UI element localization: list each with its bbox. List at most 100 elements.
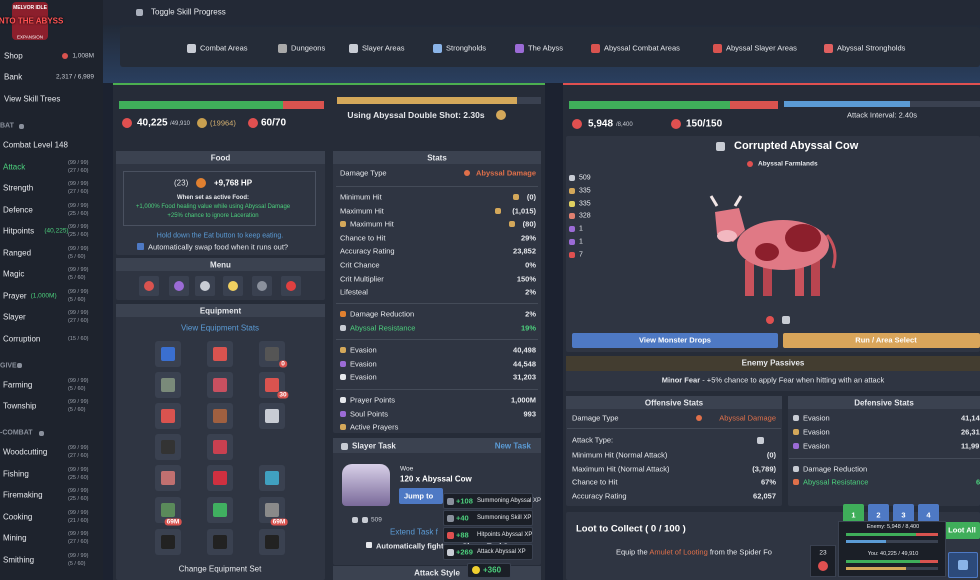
menu-icon [286,281,296,291]
stats-divider [336,389,538,390]
defensive-panel [788,396,980,506]
equipment-icon [161,471,175,485]
stat-value: Abyssal Damage [719,413,776,423]
nav-icon [823,43,833,53]
enemy-stat-value: 1 [579,238,583,246]
skill-level: (99 / 99) [68,377,89,384]
skill-link[interactable]: Smithing [3,555,35,564]
skill-link[interactable]: Cooking [3,512,33,521]
stat-label: Evasion [350,359,377,369]
loot-all-label: Loot All [948,525,976,535]
checkbox[interactable] [137,243,144,250]
mini-count: 23 [819,549,827,557]
nav-link[interactable]: Dungeons [291,43,326,53]
nav-panel [120,27,980,67]
skill-link[interactable]: Farming [3,380,33,389]
nav-link[interactable]: Strongholds [446,43,487,53]
nav-icon [186,43,196,53]
nav-link[interactable]: The Abyss [528,43,564,53]
food-active-label: When set as active Food: [176,195,250,201]
stats-panel-title: Stats [427,153,447,162]
loot-all-button[interactable] [944,522,980,539]
loot-tab[interactable] [843,504,864,525]
nav-link[interactable]: Abyssal Slayer Areas [726,43,797,53]
view-equipment-stats[interactable]: View Equipment Stats [180,323,260,333]
skill-link[interactable]: Hitpoints [3,226,35,236]
equipment-icon [213,471,227,485]
stat-label: Maximum Hit [350,219,394,229]
equipment-icon [161,378,175,392]
stat-value: (1,015) [512,206,536,216]
nav-link[interactable]: Abyssal Combat Areas [604,43,680,53]
skill-link[interactable]: Combat Level 148 [3,140,68,150]
skill-link[interactable]: Ranged [3,248,32,257]
skill-mastery: (27 / 60) [68,318,89,324]
sidebar-section: GIVE [0,362,17,369]
nav-link[interactable]: Abyssal Strongholds [837,43,906,53]
cow-illustration [709,195,837,296]
skill-link[interactable]: Strength [3,183,34,193]
extend-task[interactable]: Extend Task f [390,527,438,537]
sidebar-link[interactable]: View Skill Trees [4,94,61,104]
loot-tab-label: 2 [876,510,881,519]
toggle-skill-progress[interactable]: Toggle Skill Progress [151,7,226,17]
nav-link[interactable]: Slayer Areas [362,43,405,53]
enemy-stat-value: 509 [579,174,591,182]
equipment-panel-title: Equipment [199,306,242,315]
stat-label: Attack Type: [572,435,614,445]
stat-icon [340,424,346,431]
skill-extra: (40,225) [44,227,69,235]
food-panel-header [116,151,325,164]
skill-mastery: (27 / 60) [68,167,89,174]
skill-link[interactable]: Prayer [3,291,27,300]
skill-link[interactable]: Slayer [3,312,26,322]
skill-level: (99 / 99) [68,552,89,559]
skill-level: (99 / 99) [68,245,89,252]
skill-link[interactable]: Mining [3,533,27,543]
stat-value: 67% [760,477,776,487]
skill-mastery: (5 / 60) [68,296,86,303]
amulet-link[interactable]: Amulet of Looting [649,547,708,557]
skill-link[interactable]: Defence [3,205,33,214]
loot-tab[interactable] [868,504,889,525]
stat-label: Soul Points [350,409,388,419]
coin-icon [352,517,358,523]
jump-button[interactable] [399,488,443,504]
passive-name: Minor Fear [661,375,701,385]
effect-icon [782,316,790,324]
sidebar-link[interactable]: Bank [4,72,23,82]
logo-top: MELVOR IDLE [13,5,47,11]
loot-tab-label: 4 [926,510,931,519]
sidebar-link[interactable]: Shop [4,51,23,61]
mini-bar [846,533,916,536]
skill-link[interactable]: Fishing [3,469,29,478]
gp-value: +360 [483,565,502,575]
new-task[interactable]: New Task [494,441,531,451]
enemy-stat-icon [569,226,575,233]
nav-icon [514,43,524,53]
stat-label: Prayer Points [350,395,396,405]
stat-label: Minimum Hit [340,192,382,202]
skill-link[interactable]: Township [3,401,37,411]
run-button[interactable] [783,333,980,348]
skill-link[interactable]: Attack [3,162,26,171]
stat-value: 29% [520,233,536,243]
xp-notification [443,527,533,543]
loot-tab[interactable] [918,504,939,525]
stat-value: (0) [766,450,776,460]
stat-label: Abyssal Resistance [350,323,416,333]
nav-link[interactable]: Combat Areas [200,43,248,53]
view-drops-button[interactable] [572,333,778,348]
loot-tab[interactable] [893,504,914,525]
stat-value: Abyssal Damage [475,168,536,178]
skill-link[interactable]: Corruption [3,334,41,343]
player-prayer: 60/70 [261,117,287,129]
skill-link[interactable]: Firemaking [3,490,43,500]
heart-icon [572,119,582,129]
logo-title: INTO THE ABYSS [0,16,64,26]
special-icon [197,118,207,128]
skill-link[interactable]: Magic [3,269,25,279]
skill-link[interactable]: Woodcutting [3,447,48,457]
checkbox[interactable] [366,542,372,548]
